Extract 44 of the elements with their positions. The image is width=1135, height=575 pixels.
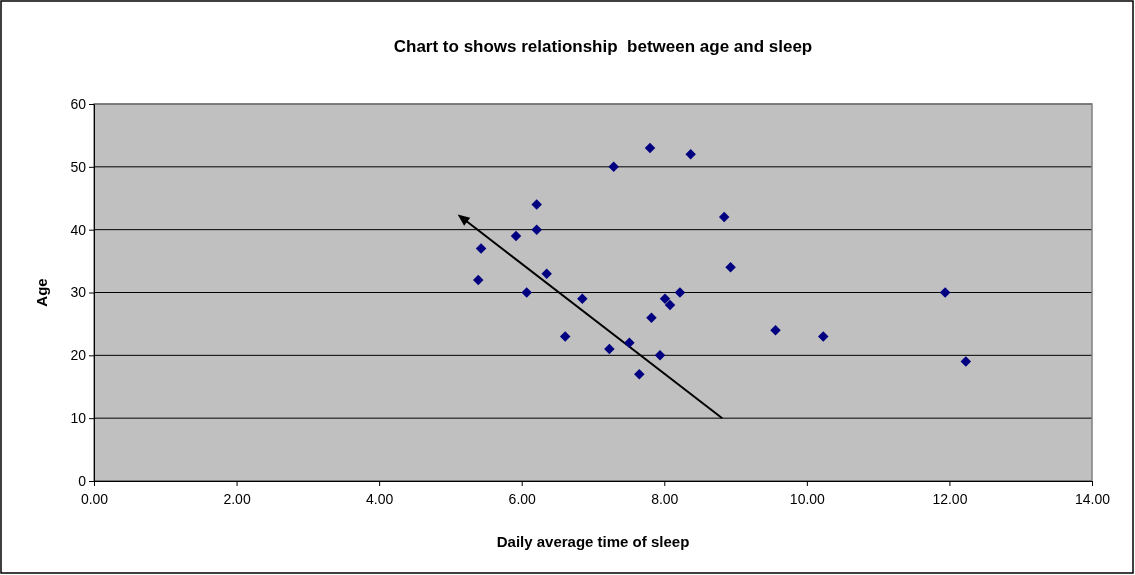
point [559,331,571,342]
point [604,343,615,355]
point [674,287,686,298]
point [939,287,951,298]
y-tick-label: 60 [70,95,87,112]
point [510,230,522,242]
x-tick-label: 0.00 [80,491,109,508]
point [634,368,645,380]
y-axis-title: Age [33,278,50,307]
point [718,211,730,223]
point [725,262,736,273]
point [472,274,484,286]
y-tick-label: 10 [70,410,87,427]
point [654,350,666,361]
point [659,293,671,305]
point [646,312,657,323]
chart-title: Chart to shows relationship between age and sleep [393,37,813,56]
point [531,199,542,210]
y-tick-label: 50 [70,158,87,175]
y-tick-label: 0 [78,472,87,489]
y-tick-label: 30 [70,284,87,301]
point [577,293,588,305]
x-tick-label: 2.00 [223,491,251,508]
point [521,287,532,298]
point [624,337,635,349]
point [960,356,972,367]
x-tick-label: 4.00 [366,491,394,508]
x-tick-label: 8.00 [651,491,679,508]
x-tick-label: 12.00 [932,491,968,508]
point [644,142,656,154]
point [818,331,829,342]
point [770,324,781,336]
point [608,161,619,173]
point [475,243,487,254]
y-tick-label: 20 [70,347,87,364]
point [664,299,676,311]
y-tick-label: 40 [70,221,87,238]
x-tick-label: 14.00 [1074,491,1111,508]
point [531,224,542,235]
x-tick-label: 10.00 [789,491,826,508]
x-tick-label: 6.00 [508,491,537,508]
x-axis-title: Daily average time of sleep [496,533,690,550]
point [685,149,696,160]
point [541,268,552,279]
